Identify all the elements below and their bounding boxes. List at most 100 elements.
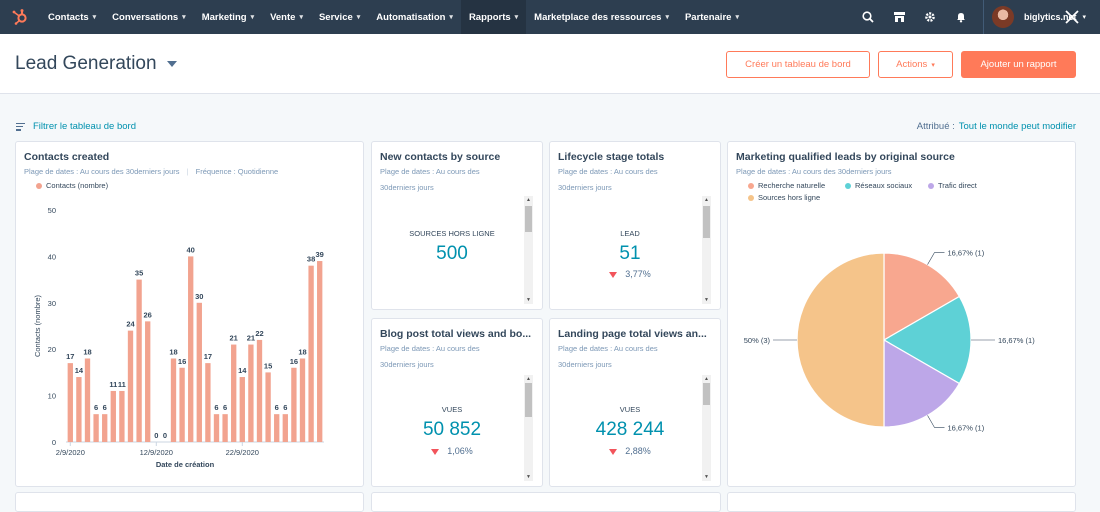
kpi-value: 50 852 xyxy=(422,419,482,440)
trend-down-icon xyxy=(609,448,618,455)
add-report-button[interactable]: Ajouter un rapport xyxy=(961,51,1076,78)
legend-label: Sources hors ligne xyxy=(758,193,821,202)
nav-item-marketplace-des-ressources[interactable]: Marketplace des ressources ▾ xyxy=(526,0,677,34)
top-navigation: Contacts ▾ Conversations ▾ Marketing ▾ Vente ▾ S… xyxy=(0,0,1100,34)
separator: | xyxy=(186,167,189,176)
caret-down-icon[interactable] xyxy=(166,61,177,67)
date-range-line2: 30derniers jours xyxy=(558,183,612,192)
nav-item-partenaire[interactable]: Partenaire ▾ xyxy=(677,0,747,34)
scrollbar[interactable]: ▲ ▼ xyxy=(524,375,533,481)
account-name[interactable]: biglytics.net xyxy=(1023,12,1077,22)
scroll-down-icon[interactable]: ▼ xyxy=(526,297,531,303)
y-tick-label: 0 xyxy=(52,438,56,447)
card-title[interactable]: Contacts created xyxy=(24,151,110,163)
bar xyxy=(188,256,194,442)
dashboard-title-text: Lead Generation xyxy=(15,53,157,74)
nav-item-rapports[interactable]: Rapports ▾ xyxy=(460,0,527,34)
bell-icon[interactable] xyxy=(946,0,977,34)
kpi-delta: 1,06% xyxy=(372,446,532,456)
pie-label-leader xyxy=(927,415,945,428)
bar-value-label: 16 xyxy=(178,357,186,366)
legend-dot xyxy=(748,194,754,201)
actions-label: Actions xyxy=(896,59,928,70)
x-tick-label: 2/9/2020 xyxy=(56,448,85,457)
kpi-value: 428 244 xyxy=(595,419,665,440)
bar xyxy=(145,321,151,442)
x-axis-title: Date de création xyxy=(156,460,215,469)
actions-button[interactable]: Actions ▾ xyxy=(878,51,953,78)
bar xyxy=(222,414,228,442)
nav-item-automatisation[interactable]: Automatisation ▾ xyxy=(368,0,461,34)
nav-item-label: Conversations xyxy=(112,11,179,23)
kpi-value: 500 xyxy=(436,243,468,264)
scrollbar[interactable]: ▲ ▼ xyxy=(524,196,533,304)
assigned-link[interactable]: Tout le monde peut modifier xyxy=(958,121,1076,132)
nav-item-label: Marketplace des ressources xyxy=(534,11,662,23)
bar-value-label: 14 xyxy=(238,366,247,375)
bar-value-label: 40 xyxy=(187,245,195,254)
close-icon[interactable] xyxy=(1064,9,1080,25)
scrollbar[interactable]: ▲ ▼ xyxy=(702,196,711,304)
chevron-down-icon: ▾ xyxy=(182,14,186,21)
scroll-down-icon[interactable]: ▼ xyxy=(526,474,531,480)
nav-item-conversations[interactable]: Conversations ▾ xyxy=(104,0,194,34)
card-title[interactable]: Marketing qualified leads by original so… xyxy=(736,151,955,163)
next-report-card xyxy=(371,492,721,512)
scrollbar-thumb[interactable] xyxy=(703,383,710,405)
legend-dot xyxy=(36,182,42,189)
nav-item-contacts[interactable]: Contacts ▾ xyxy=(40,0,104,34)
scrollbar-thumb[interactable] xyxy=(703,206,710,238)
nav-item-label: Contacts xyxy=(48,11,89,23)
dashboard-title[interactable]: Lead Generation xyxy=(15,53,177,75)
search-icon[interactable] xyxy=(853,0,884,34)
bar-value-label: 0 xyxy=(163,431,167,440)
scroll-down-icon[interactable]: ▼ xyxy=(704,474,709,480)
date-range-line2: 30derniers jours xyxy=(380,183,434,192)
legend-item[interactable]: Réseaux sociaux xyxy=(845,181,912,190)
bar-value-label: 18 xyxy=(169,347,177,356)
chevron-down-icon[interactable]: ▾ xyxy=(1082,14,1086,21)
card-title[interactable]: Lifecycle stage totals xyxy=(558,151,665,163)
filter-dashboard-link[interactable]: Filtrer le tableau de bord xyxy=(16,121,136,132)
assigned-label: Attribué : xyxy=(916,121,955,132)
bar xyxy=(256,339,263,442)
date-range-line2: 30derniers jours xyxy=(558,360,612,369)
nav-item-vente[interactable]: Vente ▾ xyxy=(262,0,311,34)
bar-value-label: 6 xyxy=(94,403,98,412)
scroll-down-icon[interactable]: ▼ xyxy=(704,297,709,303)
contacts-created-card: Contacts created Plage de dates : Au cou… xyxy=(15,141,364,487)
card-title[interactable]: Landing page total views an... xyxy=(558,328,707,340)
date-range-text: Plage de dates : Au cours des 30derniers… xyxy=(24,167,180,176)
scrollbar-thumb[interactable] xyxy=(525,206,532,232)
card-title[interactable]: Blog post total views and bo... xyxy=(380,328,532,340)
legend-item[interactable]: Trafic direct xyxy=(928,181,977,190)
nav-item-marketing[interactable]: Marketing ▾ xyxy=(194,0,262,34)
marketplace-icon[interactable] xyxy=(884,0,915,34)
avatar[interactable] xyxy=(991,6,1014,28)
nav-item-label: Automatisation xyxy=(376,11,446,23)
nav-item-label: Partenaire xyxy=(684,11,732,23)
bar xyxy=(282,414,288,442)
pie-data-label: 50% (3) xyxy=(744,336,771,345)
date-range-line2: 30derniers jours xyxy=(380,360,434,369)
scroll-up-icon[interactable]: ▲ xyxy=(526,197,531,203)
bar xyxy=(93,414,99,442)
scrollbar-thumb[interactable] xyxy=(525,383,532,417)
scroll-up-icon[interactable]: ▲ xyxy=(704,376,709,382)
legend-item[interactable]: Recherche naturelle xyxy=(748,181,825,190)
gear-icon[interactable] xyxy=(915,0,946,34)
create-dashboard-button[interactable]: Créer un tableau de bord xyxy=(726,51,870,78)
scroll-up-icon[interactable]: ▲ xyxy=(704,197,709,203)
filter-label: Filtrer le tableau de bord xyxy=(33,121,136,132)
nav-item-service[interactable]: Service ▾ xyxy=(311,0,368,34)
scrollbar[interactable]: ▲ ▼ xyxy=(702,375,711,481)
hubspot-logo-icon[interactable] xyxy=(0,0,40,34)
mql-pie-chart: 16,67% (1) 16,67% (1) 16,67% (1) 50% (3) xyxy=(744,249,1035,433)
scroll-up-icon[interactable]: ▲ xyxy=(526,376,531,382)
card-title[interactable]: New contacts by source xyxy=(380,151,501,163)
chevron-down-icon: ▾ xyxy=(514,14,519,21)
pie-data-label: 16,67% (1) xyxy=(998,336,1035,345)
legend-item[interactable]: Sources hors ligne xyxy=(748,193,820,202)
bar-value-label: 17 xyxy=(204,352,212,361)
lifecycle-stage-card: Lifecycle stage totals Plage de dates : … xyxy=(549,141,721,310)
